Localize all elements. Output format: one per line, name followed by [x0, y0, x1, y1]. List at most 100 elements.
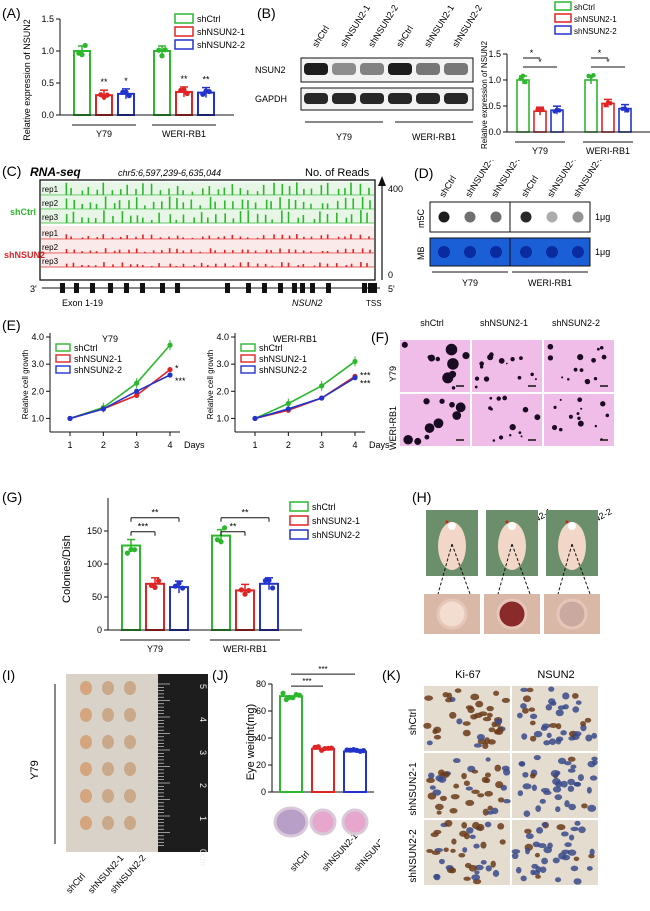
- coverage-peak: [70, 188, 72, 195]
- colony: [490, 407, 493, 411]
- ihc-row-label: shNSUN2-1: [408, 762, 419, 816]
- colony: [517, 375, 522, 380]
- gene-exons: [60, 283, 377, 293]
- coverage-peak: [112, 264, 114, 267]
- coverage-peak: [168, 188, 170, 195]
- cell-nucleus: [570, 764, 577, 769]
- coverage-peak: [264, 263, 267, 267]
- coverage-peak: [359, 183, 362, 195]
- ytick-label: 0: [97, 625, 102, 635]
- ytick-label: 150: [87, 526, 102, 536]
- cell-nucleus: [535, 866, 542, 873]
- coverage-peak: [176, 248, 178, 253]
- cell-nucleus: [563, 761, 572, 766]
- cell-nucleus: [499, 839, 506, 845]
- coverage-peak: [126, 235, 129, 239]
- coverage-peak: [345, 265, 348, 267]
- coverage-peak: [142, 183, 144, 195]
- data-point: [152, 584, 158, 590]
- coverage-peak: [65, 182, 68, 195]
- coverage-peak: [119, 189, 122, 195]
- cell-nucleus: [568, 803, 577, 811]
- panel-b-ylabel: Relative expression of NSUN2: [480, 40, 489, 149]
- coverage-peak: [302, 214, 305, 223]
- ruler-label: 1: [198, 816, 208, 821]
- coverage-peak: [111, 190, 114, 195]
- ruler-label: 0cm: [198, 849, 208, 866]
- cell-nucleus: [449, 808, 458, 814]
- coverage-peak: [337, 188, 340, 195]
- coverage-peak: [310, 203, 312, 209]
- ytick-label: 100: [87, 559, 102, 569]
- coverage-peak: [126, 184, 129, 195]
- rna-seq-coord: chr5:6,597,239-6,635,044: [118, 168, 221, 178]
- exon-block: [246, 283, 251, 293]
- exon-block: [160, 283, 165, 293]
- cell-nucleus: [586, 786, 592, 794]
- ruler: [158, 674, 208, 852]
- cell-nucleus: [541, 723, 551, 729]
- data-point: [206, 88, 212, 95]
- data-point: [270, 585, 276, 591]
- coverage-peak: [70, 236, 72, 239]
- coverage-peak: [350, 214, 353, 223]
- panel-b: (B) shCtrl shNSUN2-1 shNSUN2-2 shCtrl shNSUN…: [255, 0, 650, 160]
- cell-nucleus: [556, 824, 566, 831]
- coverage-peak: [182, 202, 185, 209]
- coverage-peak: [321, 203, 324, 209]
- eye-section: [273, 806, 309, 838]
- data-point: [79, 52, 85, 58]
- cell-nucleus: [518, 761, 525, 767]
- data-point: [296, 692, 303, 698]
- panel-g-legend: shCtrl shNSUN2-1 shNSUN2-2: [289, 501, 360, 540]
- coverage-peak: [281, 262, 283, 267]
- coverage-peak: [279, 197, 281, 209]
- cell-nucleus: [470, 693, 480, 701]
- group-label: WERI-RB1: [162, 129, 206, 139]
- coverage-peak: [65, 198, 68, 209]
- colony: [576, 412, 580, 416]
- coverage-peak: [118, 200, 121, 209]
- cell-nucleus: [591, 732, 598, 739]
- agar-image: [472, 394, 542, 446]
- dot-lane-label: shNSUN2-2: [489, 160, 523, 199]
- cell-nucleus: [560, 780, 568, 788]
- cell-nucleus: [567, 768, 576, 773]
- coverage-peak: [65, 263, 68, 267]
- colony: [551, 424, 558, 431]
- rep-label: rep1: [42, 185, 59, 194]
- coverage-peak: [369, 200, 371, 209]
- gapdh-band: [416, 93, 440, 104]
- coverage-peak: [94, 265, 97, 267]
- group-label: Y79: [532, 146, 548, 156]
- growth-point: [167, 366, 173, 373]
- mb-dot: [572, 246, 584, 258]
- cell-nucleus: [550, 769, 560, 778]
- cell-nucleus: [560, 831, 569, 837]
- coverage-peak: [265, 249, 268, 253]
- colony: [580, 407, 583, 410]
- coverage-peak: [169, 263, 172, 267]
- eye-tumor: [556, 598, 588, 630]
- coverage-peak: [175, 219, 178, 223]
- cell-nucleus: [570, 865, 579, 872]
- gapdh-band: [304, 93, 328, 104]
- cell-nucleus: [450, 794, 460, 800]
- cell-nucleus: [589, 848, 595, 856]
- cell-nucleus: [552, 857, 560, 864]
- coverage-peak: [81, 237, 84, 239]
- eye-weight-plot: 0 20 40 60 80 *** ***: [256, 665, 374, 797]
- data-point: [159, 53, 165, 59]
- exon-block: [368, 283, 373, 293]
- panel-c-labels: Exon 1-19 NSUN2 TSS: [0, 298, 410, 310]
- cell-nucleus: [550, 701, 557, 706]
- cell-nucleus: [453, 783, 460, 789]
- coverage-peak: [129, 264, 132, 267]
- data-point: [242, 591, 248, 597]
- data-point: [172, 583, 178, 589]
- coverage-peak: [352, 198, 355, 209]
- bar: [516, 79, 530, 133]
